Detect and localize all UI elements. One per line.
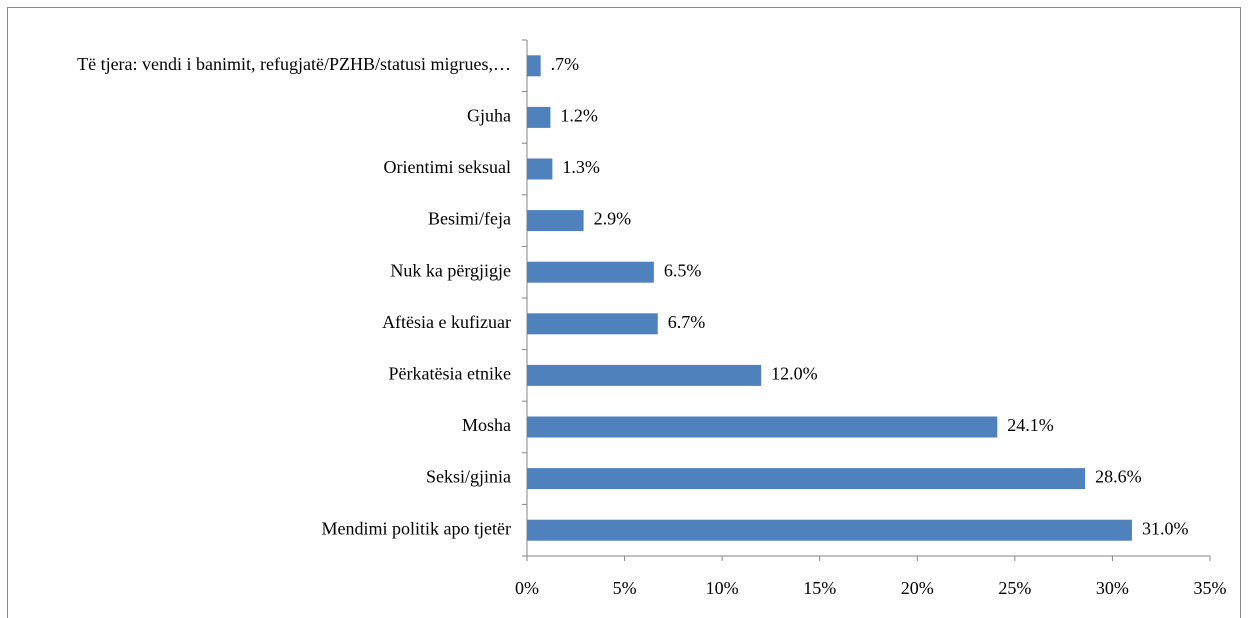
y-tick-label: Përkatësia etnike	[389, 364, 511, 384]
data-label: 31.0%	[1142, 518, 1189, 538]
data-label: .7%	[551, 54, 580, 74]
x-tick-label: 5%	[613, 578, 637, 598]
data-label: 1.2%	[560, 106, 598, 126]
x-tick-label: 15%	[803, 578, 836, 598]
x-tick-label: 10%	[706, 578, 739, 598]
data-label: 6.7%	[668, 312, 706, 332]
y-tick-label: Gjuha	[467, 106, 511, 126]
chart-frame	[7, 7, 1241, 618]
y-tick-label: Orientimi seksual	[384, 157, 511, 177]
x-tick-label: 0%	[515, 578, 539, 598]
data-label: 6.5%	[664, 260, 702, 280]
data-label: 1.3%	[562, 157, 600, 177]
x-tick-label: 30%	[1096, 578, 1129, 598]
y-tick-label: Mendimi politik apo tjetër	[322, 518, 511, 538]
bar	[527, 106, 551, 128]
y-tick-label: Mosha	[462, 415, 511, 435]
data-label: 28.6%	[1095, 467, 1142, 487]
x-tick-label: 20%	[901, 578, 934, 598]
y-tick-label: Aftësia e kufizuar	[382, 312, 511, 332]
y-tick-label: Seksi/gjinia	[426, 467, 511, 487]
x-tick-label: 25%	[998, 578, 1031, 598]
data-label: 12.0%	[771, 364, 818, 384]
bar	[527, 261, 654, 283]
bar	[527, 313, 658, 335]
bar	[527, 416, 998, 438]
bar	[527, 364, 762, 386]
x-tick-label: 35%	[1194, 578, 1227, 598]
y-tick-label: Të tjera: vendi i banimit, refugjatë/PZH…	[77, 54, 511, 74]
bar	[527, 210, 584, 232]
bar	[527, 468, 1086, 490]
y-tick-label: Nuk ka përgjigje	[390, 260, 511, 280]
bar	[527, 55, 541, 77]
y-tick-label: Besimi/feja	[428, 209, 511, 229]
data-label: 24.1%	[1007, 415, 1054, 435]
bar	[527, 158, 553, 180]
bar	[527, 519, 1132, 541]
data-label: 2.9%	[594, 209, 632, 229]
